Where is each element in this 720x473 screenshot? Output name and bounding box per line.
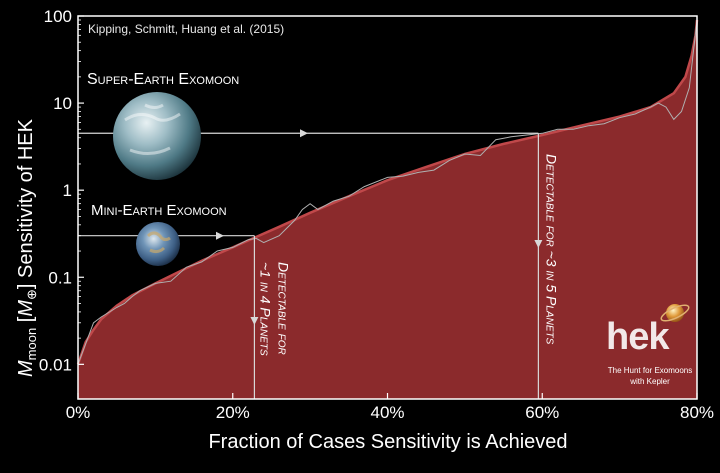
sensitivity-area — [78, 20, 697, 399]
x-tick-label: 60% — [525, 403, 559, 422]
hek-logo: hek The Hunt for Exomoons with Kepler — [606, 304, 692, 386]
super-earth-annotation: Super-Earth Exomoon Detectable for ~3 in… — [78, 71, 559, 399]
y-label-rest1: [ — [15, 316, 37, 328]
hek-logo-text: hek — [606, 316, 670, 358]
mini-earth-globe-icon — [136, 222, 180, 266]
mini-earth-detect-text: Detectable for ~1 in 4 Planets — [257, 262, 291, 356]
mini-earth-land-detail — [146, 231, 171, 254]
y-tick-label: 0.1 — [48, 268, 72, 287]
y-label-m: M — [15, 360, 37, 377]
super-earth-label: Super-Earth Exomoon — [87, 71, 239, 88]
x-tick-label: 80% — [680, 403, 714, 422]
mini-detect-line-2: ~1 in 4 Planets — [257, 262, 273, 356]
credit-text: Kipping, Schmitt, Huang et al. (2015) — [88, 22, 284, 36]
y-label-rest-sym: ⊕ — [24, 289, 39, 300]
line-layer — [77, 19, 698, 365]
x-tick-label: 20% — [216, 403, 250, 422]
hek-logo-ring-icon — [660, 304, 690, 322]
y-label-rest2: ] Sensitivity of HEK — [15, 118, 37, 289]
x-axis: 0% 20% 40% 60% 80% — [66, 393, 714, 422]
y-label-sub: moon — [24, 328, 39, 361]
mini-earth-annotation: Mini-Earth Exomoon Detectable for ~1 in … — [78, 202, 291, 399]
hek-logo-tagline-1: The Hunt for Exomoons — [608, 366, 692, 375]
y-tick-label: 100 — [44, 7, 72, 26]
super-earth-down-arrowhead — [534, 240, 543, 248]
super-earth-arrowhead — [300, 129, 308, 138]
mini-detect-line-1: Detectable for — [275, 262, 291, 355]
super-earth-cloud-detail — [124, 103, 181, 155]
mini-earth-label: Mini-Earth Exomoon — [91, 202, 227, 219]
hek-logo-tagline-2: with Kepler — [629, 377, 670, 386]
x-tick-label: 40% — [370, 403, 404, 422]
super-earth-globe-icon — [113, 92, 201, 180]
y-tick-label: 0.01 — [39, 355, 72, 374]
y-label-rest-m: M — [15, 300, 37, 317]
x-tick-label: 0% — [66, 403, 91, 422]
mini-earth-arrowhead — [216, 231, 224, 240]
super-earth-detect-text: Detectable for ~3 in 5 Planets — [543, 154, 559, 345]
y-tick-label: 1 — [63, 181, 72, 200]
y-tick-label: 10 — [53, 94, 72, 113]
hek-logo-planet-icon — [666, 304, 684, 322]
empirical-line — [77, 19, 698, 365]
mini-earth-down-arrowhead — [250, 317, 259, 325]
y-axis-label: Mmoon [M⊕] Sensitivity of HEK — [15, 118, 39, 377]
x-axis-label: Fraction of Cases Sensitivity is Achieve… — [208, 431, 567, 453]
y-axis: 0.01 0.1 1 10 100 — [39, 7, 84, 374]
